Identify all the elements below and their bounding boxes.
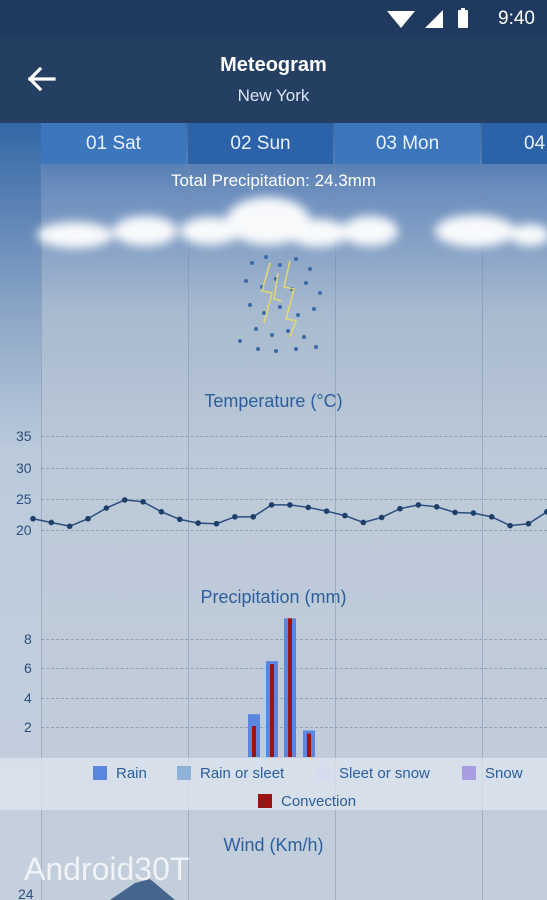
legend-rain-sleet: Rain or sleet bbox=[200, 765, 285, 782]
temperature-point bbox=[195, 520, 201, 526]
precipitation-chart bbox=[248, 618, 315, 757]
grid-line bbox=[41, 530, 547, 531]
page-title: Meteogram bbox=[220, 54, 327, 76]
day-divider bbox=[482, 164, 483, 900]
temperature-point bbox=[544, 509, 547, 515]
temperature-point bbox=[415, 502, 422, 508]
precip-tick-label: 4 bbox=[24, 690, 32, 706]
grid-line bbox=[41, 468, 547, 469]
grid-line bbox=[41, 499, 547, 500]
temperature-point bbox=[323, 508, 330, 514]
temperature-point bbox=[360, 519, 367, 526]
status-bar: 9:40 bbox=[0, 0, 547, 37]
temp-tick-label: 30 bbox=[16, 460, 32, 476]
precip-tick-label: 8 bbox=[24, 631, 32, 647]
legend-rain: Rain bbox=[116, 765, 147, 782]
tab-day-04[interactable]: 04 bbox=[482, 123, 547, 164]
cloud-icon bbox=[37, 197, 547, 353]
temperature-point bbox=[30, 515, 36, 522]
convection-bar bbox=[288, 618, 292, 757]
status-time: 9:40 bbox=[498, 8, 535, 29]
temperature-point bbox=[525, 520, 532, 527]
temperature-point bbox=[268, 502, 275, 508]
legend-snow: Snow bbox=[485, 765, 523, 782]
temperature-chart bbox=[30, 497, 547, 530]
temperature-point bbox=[232, 514, 238, 520]
temperature-point bbox=[177, 516, 183, 523]
temperature-point bbox=[85, 515, 91, 522]
precipitation-title: Precipitation (mm) bbox=[200, 587, 347, 607]
legend-swatch-convection bbox=[258, 794, 272, 808]
total-precipitation: Total Precipitation: 24.3mm bbox=[170, 171, 377, 190]
temp-tick-label: 20 bbox=[16, 522, 32, 538]
temperature-point bbox=[66, 523, 73, 530]
wind-tick-label: 24 bbox=[18, 886, 34, 900]
temperature-point bbox=[48, 519, 55, 526]
temperature-title: Temperature (°C) bbox=[204, 391, 343, 411]
temp-tick-label: 35 bbox=[16, 428, 32, 444]
watermark-logo: Android30T bbox=[24, 851, 190, 887]
wind-chart bbox=[110, 879, 175, 900]
temperature-point bbox=[287, 502, 293, 508]
legend-convection: Convection bbox=[281, 793, 357, 810]
day-divider bbox=[335, 164, 336, 900]
temperature-point bbox=[507, 522, 513, 529]
temperature-point bbox=[305, 504, 312, 511]
convection-bar bbox=[270, 664, 274, 757]
precipitation-legend: Rain Rain or sleet Sleet or snow Snow Co… bbox=[0, 758, 547, 810]
precip-tick-label: 6 bbox=[24, 660, 32, 676]
meteogram-content[interactable]: 01 Sat 02 Sun 03 Mon 04 Total Precipitat… bbox=[0, 123, 547, 900]
precip-tick-label: 2 bbox=[24, 719, 32, 735]
convection-bar bbox=[252, 726, 256, 757]
legend-swatch-snow bbox=[462, 766, 476, 780]
legend-swatch-rain bbox=[93, 766, 107, 780]
day-tabs: 01 Sat 02 Sun 03 Mon 04 bbox=[41, 123, 547, 164]
lightning-icon bbox=[260, 260, 298, 338]
temperature-point bbox=[397, 505, 403, 512]
legend-swatch-sleet-snow bbox=[316, 766, 330, 780]
grid-line bbox=[41, 436, 547, 437]
temperature-point bbox=[342, 512, 348, 519]
temperature-point bbox=[140, 499, 146, 505]
temperature-point bbox=[250, 514, 256, 520]
temperature-point bbox=[121, 497, 128, 503]
temperature-point bbox=[452, 509, 458, 516]
temperature-point bbox=[213, 520, 220, 527]
day-divider bbox=[41, 164, 42, 900]
tab-day-03[interactable]: 03 Mon bbox=[335, 123, 480, 164]
temperature-point bbox=[158, 509, 165, 515]
temperature-point bbox=[433, 504, 440, 510]
app-bar: Meteogram New York bbox=[0, 37, 547, 123]
location-subtitle: New York bbox=[237, 86, 310, 105]
convection-bar bbox=[307, 733, 311, 757]
temperature-point bbox=[103, 505, 110, 511]
temperature-point bbox=[378, 514, 385, 521]
tab-day-02[interactable]: 02 Sun bbox=[188, 123, 333, 164]
legend-swatch-rain-sleet bbox=[177, 766, 191, 780]
back-arrow-icon[interactable] bbox=[22, 59, 62, 99]
wifi-icon bbox=[387, 8, 468, 28]
status-icons bbox=[385, 8, 485, 30]
temp-tick-label: 25 bbox=[16, 491, 32, 507]
rain-drops bbox=[238, 255, 322, 353]
day-divider bbox=[188, 164, 189, 900]
temperature-point bbox=[470, 510, 477, 516]
legend-sleet-snow: Sleet or snow bbox=[339, 765, 430, 782]
wind-title: Wind (Km/h) bbox=[223, 835, 324, 855]
tab-day-01[interactable]: 01 Sat bbox=[41, 123, 186, 164]
temperature-point bbox=[488, 514, 495, 520]
